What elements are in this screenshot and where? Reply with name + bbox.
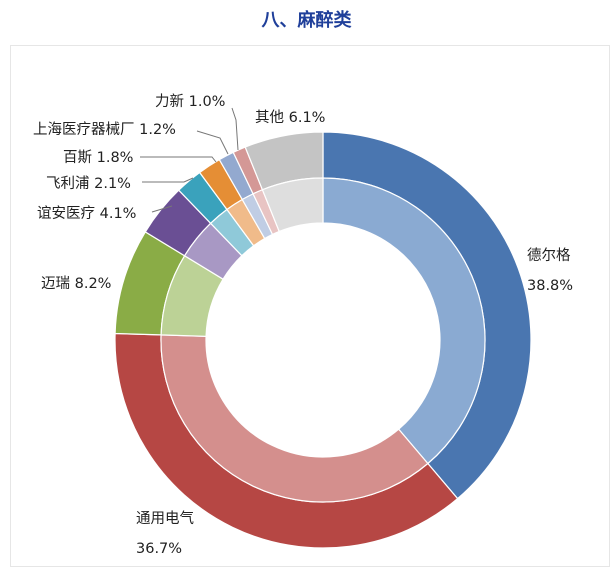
- slice-label-2: 迈瑞 8.2%: [41, 275, 111, 292]
- inner-ring: [160, 177, 486, 503]
- slice-label-6: 上海医疗器械厂 1.2%: [33, 121, 176, 138]
- slice-label-4: 飞利浦 2.1%: [46, 175, 131, 192]
- slice-inner-0: [322, 177, 486, 465]
- slice-inner-8: [261, 177, 324, 233]
- slice-label-7: 力新 1.0%: [155, 93, 225, 110]
- leader-lines: [140, 107, 239, 213]
- leader-line-3: [151, 205, 173, 213]
- slice-inner-1: [160, 334, 429, 503]
- slice-label-0: 德尔格: [527, 247, 571, 264]
- slice-label-5: 百斯 1.8%: [63, 149, 133, 166]
- leader-line-4: [142, 177, 194, 183]
- slice-label-8: 其他 6.1%: [255, 109, 325, 126]
- leader-line-6: [196, 130, 229, 155]
- slice-label-1: 通用电气: [136, 510, 194, 527]
- slice-value-0: 38.8%: [527, 278, 573, 294]
- slice-label-3: 谊安医疗 4.1%: [37, 205, 136, 222]
- slice-value-1: 36.7%: [136, 541, 182, 557]
- leader-line-5: [140, 156, 217, 163]
- slice-labels: 德尔格 38.8% 通用电气 36.7% 迈瑞 8.2% 谊安医疗 4.1% 飞利浦 2.1…: [33, 93, 573, 557]
- page-title: 八、麻醉类: [261, 10, 352, 31]
- chart-frame: [10, 45, 610, 567]
- leader-line-7: [231, 107, 239, 151]
